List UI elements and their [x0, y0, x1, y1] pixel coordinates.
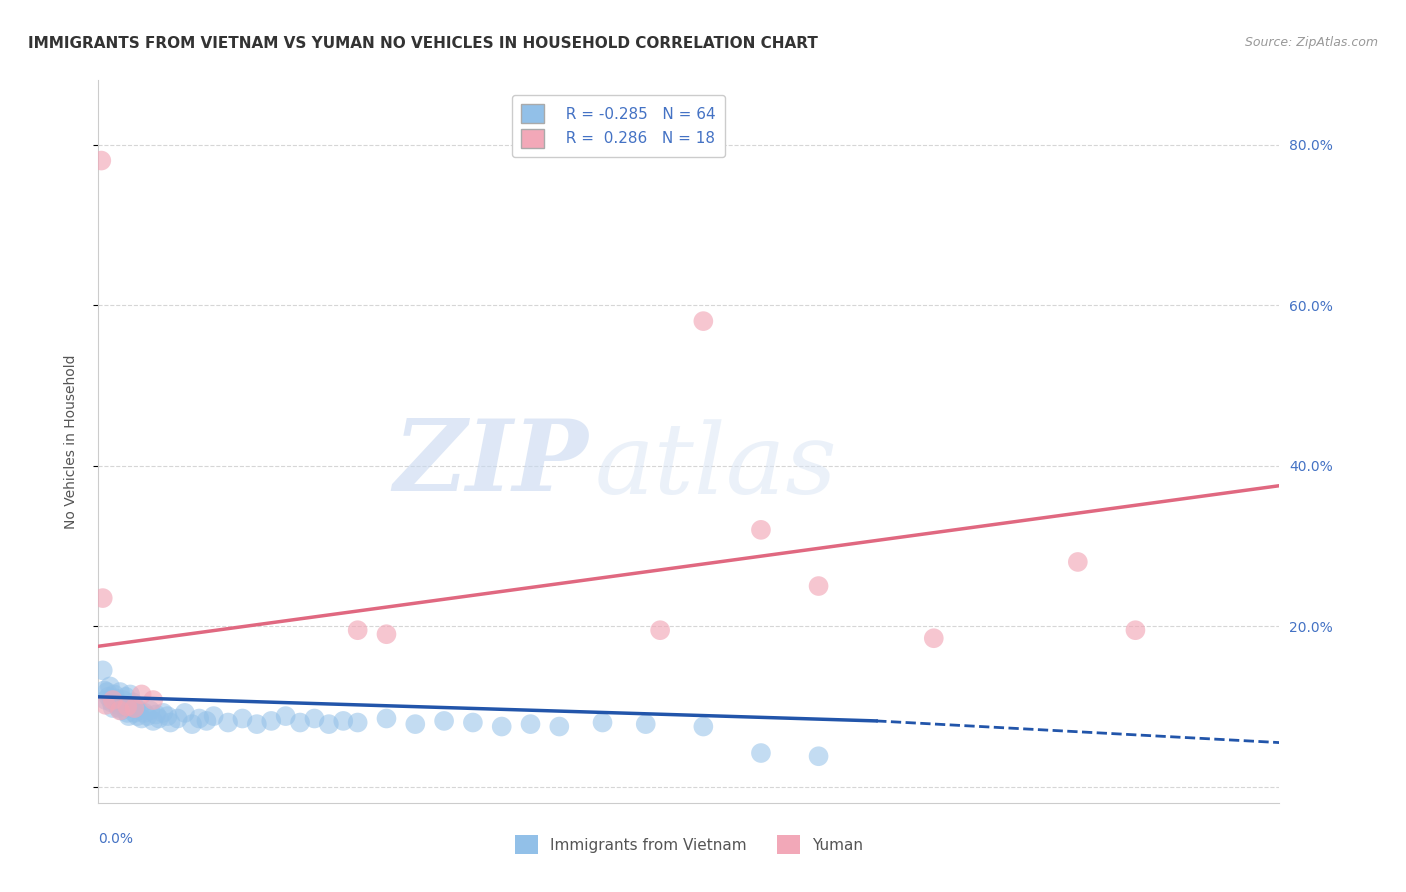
Point	[922, 632, 945, 646]
Point	[104, 691, 127, 706]
Point	[110, 703, 132, 717]
Point	[304, 712, 326, 726]
Point	[650, 623, 672, 637]
Point	[142, 693, 165, 707]
Point	[91, 591, 114, 606]
Point	[217, 715, 239, 730]
Point	[136, 709, 159, 723]
Point	[124, 706, 146, 720]
Point	[592, 715, 614, 730]
Point	[115, 706, 138, 720]
Point	[108, 703, 131, 717]
Point	[548, 719, 571, 733]
Point	[433, 714, 456, 728]
Point	[807, 579, 830, 593]
Point	[120, 687, 142, 701]
Point	[94, 693, 117, 707]
Point	[97, 690, 120, 704]
Point	[118, 709, 141, 723]
Point	[159, 715, 181, 730]
Point	[134, 706, 156, 720]
Point	[125, 699, 148, 714]
Point	[121, 701, 143, 715]
Point	[1125, 623, 1147, 637]
Point	[260, 714, 283, 728]
Text: Source: ZipAtlas.com: Source: ZipAtlas.com	[1244, 36, 1378, 49]
Point	[131, 712, 153, 726]
Point	[142, 714, 165, 728]
Point	[156, 709, 179, 723]
Point	[195, 714, 218, 728]
Legend: Immigrants from Vietnam, Yuman: Immigrants from Vietnam, Yuman	[509, 830, 869, 860]
Point	[634, 717, 657, 731]
Point	[100, 696, 122, 710]
Point	[101, 701, 124, 715]
Point	[318, 717, 340, 731]
Point	[166, 712, 188, 726]
Point	[105, 698, 128, 712]
Point	[131, 687, 153, 701]
Point	[346, 715, 368, 730]
Point	[491, 719, 513, 733]
Point	[1067, 555, 1090, 569]
Point	[96, 685, 118, 699]
Point	[173, 706, 195, 720]
Point	[128, 703, 150, 717]
Point	[114, 690, 136, 704]
Point	[93, 683, 115, 698]
Point	[122, 696, 145, 710]
Text: IMMIGRANTS FROM VIETNAM VS YUMAN NO VEHICLES IN HOUSEHOLD CORRELATION CHART: IMMIGRANTS FROM VIETNAM VS YUMAN NO VEHI…	[28, 36, 818, 51]
Point	[288, 715, 311, 730]
Point	[91, 664, 114, 678]
Point	[332, 714, 354, 728]
Point	[152, 706, 174, 720]
Point	[692, 314, 714, 328]
Point	[101, 693, 124, 707]
Point	[202, 709, 225, 723]
Point	[103, 687, 125, 701]
Point	[90, 153, 112, 168]
Point	[111, 693, 134, 707]
Point	[375, 627, 398, 641]
Point	[461, 715, 484, 730]
Point	[112, 699, 135, 714]
Point	[346, 623, 368, 637]
Text: ZIP: ZIP	[394, 415, 589, 511]
Point	[107, 701, 129, 715]
Point	[188, 712, 211, 726]
Point	[145, 707, 167, 722]
Point	[231, 712, 253, 726]
Point	[807, 749, 830, 764]
Point	[108, 685, 131, 699]
Point	[124, 701, 146, 715]
Point	[94, 698, 117, 712]
Point	[98, 680, 121, 694]
Point	[139, 703, 162, 717]
Point	[749, 746, 772, 760]
Point	[692, 719, 714, 733]
Point	[749, 523, 772, 537]
Point	[274, 709, 297, 723]
Point	[519, 717, 541, 731]
Point	[404, 717, 426, 731]
Point	[115, 699, 138, 714]
Point	[181, 717, 204, 731]
Point	[127, 709, 149, 723]
Y-axis label: No Vehicles in Household: No Vehicles in Household	[63, 354, 77, 529]
Text: 0.0%: 0.0%	[98, 831, 134, 846]
Point	[246, 717, 269, 731]
Text: atlas: atlas	[595, 419, 837, 515]
Point	[148, 712, 170, 726]
Point	[375, 712, 398, 726]
